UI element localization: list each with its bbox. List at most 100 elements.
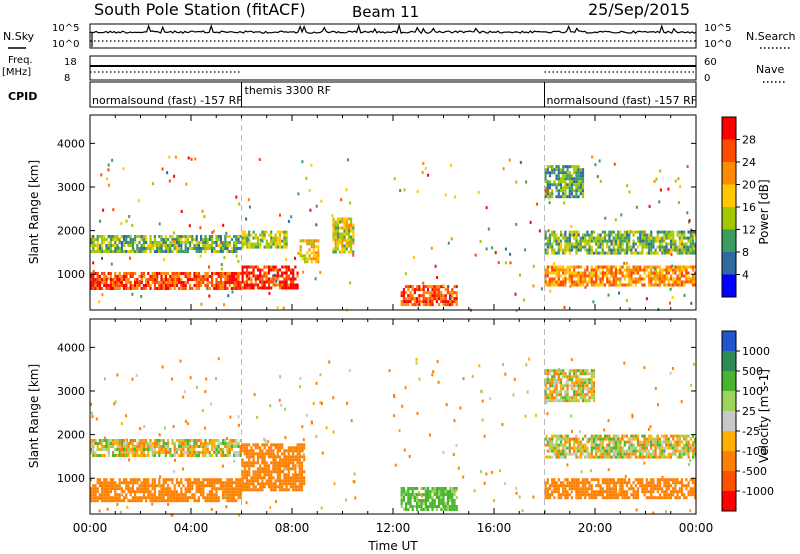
data-cell <box>654 449 657 453</box>
data-cell <box>204 445 207 448</box>
data-cell <box>603 230 607 234</box>
data-cell <box>189 481 192 485</box>
data-cell <box>131 238 134 241</box>
speckle-cell <box>622 490 625 494</box>
data-cell <box>92 439 95 442</box>
data-cell <box>665 455 668 459</box>
data-cell <box>193 496 196 500</box>
data-cell <box>283 479 286 483</box>
data-cell <box>169 235 172 238</box>
data-cell <box>252 283 255 287</box>
data-cell <box>289 482 293 486</box>
data-cell <box>643 268 646 272</box>
data-cell <box>548 165 552 169</box>
data-cell <box>451 300 454 304</box>
data-cell <box>551 192 554 196</box>
data-cell <box>614 487 618 491</box>
data-cell <box>274 277 277 281</box>
data-cell <box>173 451 176 454</box>
data-cell <box>175 275 178 278</box>
speckle-cell <box>143 425 146 428</box>
data-cell <box>151 499 154 503</box>
data-cell <box>599 271 602 275</box>
data-cell <box>586 283 589 287</box>
speckle-cell <box>561 435 564 439</box>
data-cell <box>619 487 622 491</box>
data-cell <box>548 399 552 403</box>
data-cell <box>278 239 282 243</box>
data-cell <box>422 303 425 307</box>
data-cell <box>107 272 110 275</box>
data-cell <box>650 283 653 287</box>
data-cell <box>228 281 231 284</box>
data-cell <box>134 272 137 275</box>
data-cell <box>123 445 126 448</box>
data-cell <box>647 443 651 447</box>
data-cell <box>601 236 604 240</box>
data-cell <box>566 183 569 187</box>
data-cell <box>623 455 626 459</box>
data-cell <box>276 236 279 240</box>
data-cell <box>562 449 565 453</box>
data-cell <box>147 247 150 250</box>
data-cell <box>204 442 207 445</box>
data-cell <box>114 278 117 281</box>
data-cell <box>683 233 686 237</box>
data-cell <box>267 265 271 269</box>
data-cell <box>581 452 585 456</box>
data-cell <box>625 245 629 249</box>
data-cell <box>189 442 192 445</box>
data-cell <box>145 284 148 287</box>
data-cell <box>274 461 277 465</box>
data-cell <box>125 241 128 244</box>
data-cell <box>285 488 288 492</box>
data-cell <box>599 449 602 453</box>
data-cell <box>103 496 106 500</box>
data-cell <box>252 245 255 249</box>
data-cell <box>263 464 266 468</box>
data-cell <box>239 272 242 275</box>
data-cell <box>601 245 604 249</box>
data-cell <box>551 381 554 385</box>
data-cell <box>672 443 675 447</box>
data-cell <box>663 274 666 278</box>
data-cell <box>405 291 408 295</box>
data-cell <box>455 294 458 298</box>
data-cell <box>180 272 183 275</box>
data-cell <box>153 250 156 253</box>
data-cell <box>350 247 353 251</box>
data-cell <box>442 499 445 502</box>
data-cell <box>197 244 200 247</box>
speckle-cell <box>408 455 411 458</box>
data-cell <box>195 250 198 253</box>
data-cell <box>601 230 604 234</box>
data-cell <box>592 271 596 275</box>
data-cell <box>343 250 346 254</box>
data-cell <box>595 437 598 441</box>
data-cell <box>92 454 95 457</box>
data-cell <box>248 274 251 278</box>
data-cell <box>105 481 108 485</box>
data-cell <box>263 236 266 240</box>
data-cell <box>564 195 567 199</box>
data-cell <box>628 481 631 485</box>
speckle-cell <box>653 179 656 183</box>
data-cell <box>219 448 222 451</box>
data-cell <box>599 434 602 438</box>
data-cell <box>248 482 251 486</box>
data-cell <box>153 238 156 241</box>
data-cell <box>416 300 419 304</box>
nsky-tick-bottom: 10^0 <box>52 39 79 50</box>
data-cell <box>98 250 101 253</box>
data-cell <box>449 505 452 508</box>
data-cell <box>233 496 236 500</box>
data-cell <box>243 286 246 290</box>
data-cell <box>544 396 547 400</box>
data-cell <box>160 445 163 448</box>
data-cell <box>687 230 690 234</box>
data-cell <box>630 280 633 284</box>
data-cell <box>608 437 611 441</box>
data-cell <box>261 455 264 459</box>
data-cell <box>250 286 253 290</box>
data-cell <box>195 275 198 278</box>
